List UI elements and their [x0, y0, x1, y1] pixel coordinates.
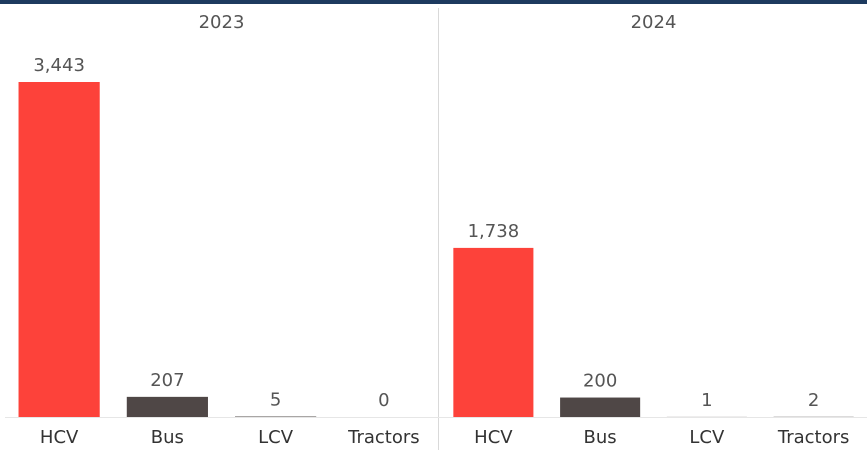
panel-title: 2024: [631, 12, 677, 33]
panel-title: 2023: [199, 12, 245, 33]
value-label: 5: [270, 390, 281, 411]
bar: [126, 396, 208, 417]
x-tick-label: Bus: [151, 427, 184, 448]
x-tick-label: LCV: [258, 427, 294, 448]
value-label: 3,443: [33, 55, 85, 76]
x-tick-label: Tractors: [347, 427, 420, 448]
value-label: 200: [583, 371, 617, 392]
value-label: 1: [701, 390, 712, 411]
top-band: [0, 0, 867, 4]
x-tick-label: LCV: [689, 427, 725, 448]
bar: [18, 82, 100, 417]
x-tick-label: Tractors: [777, 427, 850, 448]
value-label: 2: [808, 390, 819, 411]
x-tick-label: Bus: [584, 427, 617, 448]
bar: [560, 397, 641, 417]
x-tick-label: HCV: [474, 427, 513, 448]
x-tick-label: HCV: [40, 427, 79, 448]
value-label: 0: [378, 390, 389, 411]
value-label: 207: [150, 370, 184, 391]
bar: [453, 247, 534, 417]
value-label: 1,738: [468, 221, 520, 242]
